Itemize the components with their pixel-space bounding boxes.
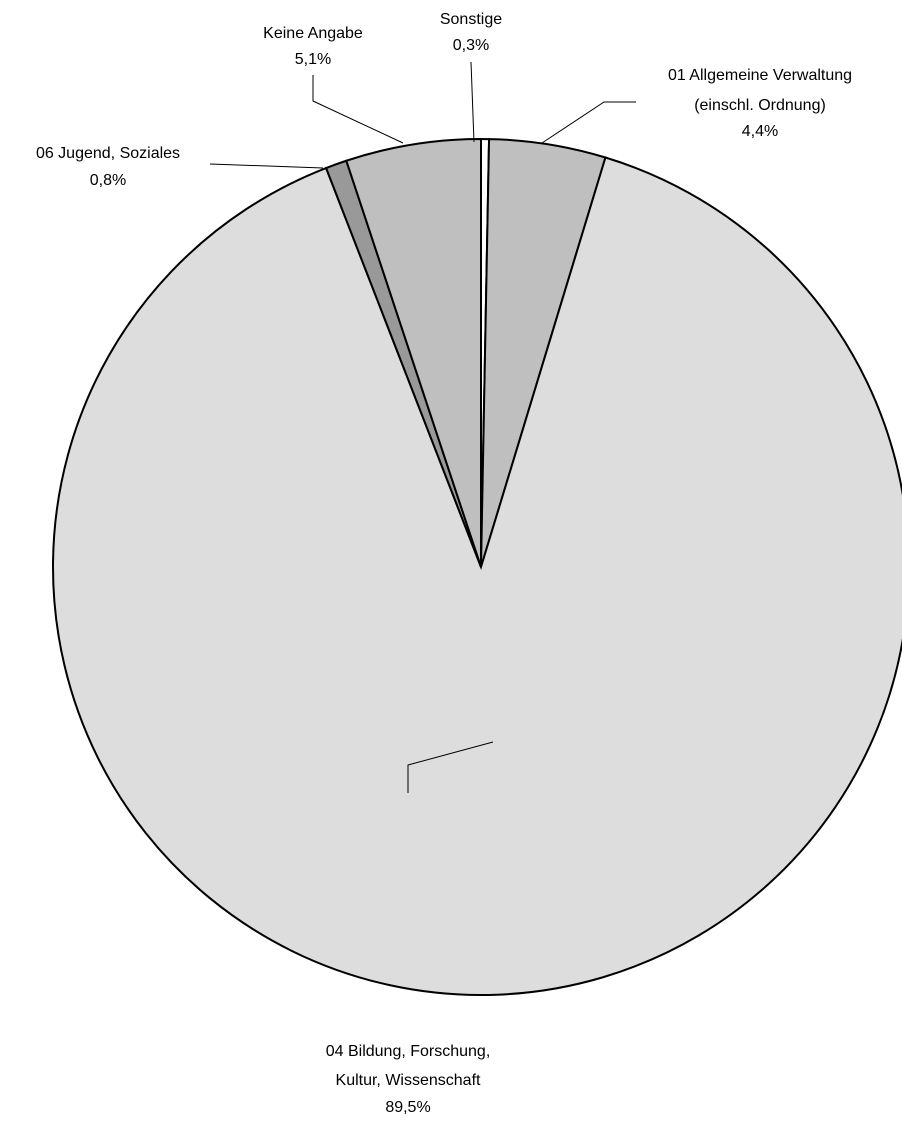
leader-line-jugend-soziales: [209, 163, 324, 169]
leader-line-sonstige: [470, 61, 475, 143]
pie-slice-keine-angabe: [345, 137, 482, 568]
pie-slice-bildung: [52, 156, 902, 996]
slice-label-allgemeine-verwaltung-line1: 01 Allgemeine Verwaltung: [668, 67, 852, 84]
slice-labels: Sonstige 0,3% 01 Allgemeine Verwaltung (…: [36, 11, 852, 1116]
pie-slices: [52, 137, 902, 996]
slice-label-sonstige: Sonstige: [440, 11, 502, 28]
slice-value-allgemeine-verwaltung: 4,4%: [742, 123, 778, 140]
slice-label-jugend-soziales: 06 Jugend, Soziales: [36, 145, 180, 162]
slice-value-jugend-soziales: 0,8%: [90, 172, 126, 189]
leader-line-keine-angabe: [312, 75, 404, 144]
slice-label-bildung-line1: 04 Bildung, Forschung,: [326, 1043, 491, 1060]
leader-line-allgemeine-verwaltung: [541, 101, 636, 144]
leader-lines: [209, 61, 636, 793]
leader-line-bildung: [407, 741, 494, 793]
slice-label-allgemeine-verwaltung-line2: (einschl. Ordnung): [694, 97, 826, 114]
slice-label-bildung-line2: Kultur, Wissenschaft: [336, 1072, 482, 1089]
slice-value-bildung: 89,5%: [385, 1099, 430, 1116]
slice-value-keine-angabe: 5,1%: [295, 51, 331, 68]
slice-label-keine-angabe: Keine Angabe: [263, 25, 363, 42]
slice-value-sonstige: 0,3%: [453, 37, 489, 54]
